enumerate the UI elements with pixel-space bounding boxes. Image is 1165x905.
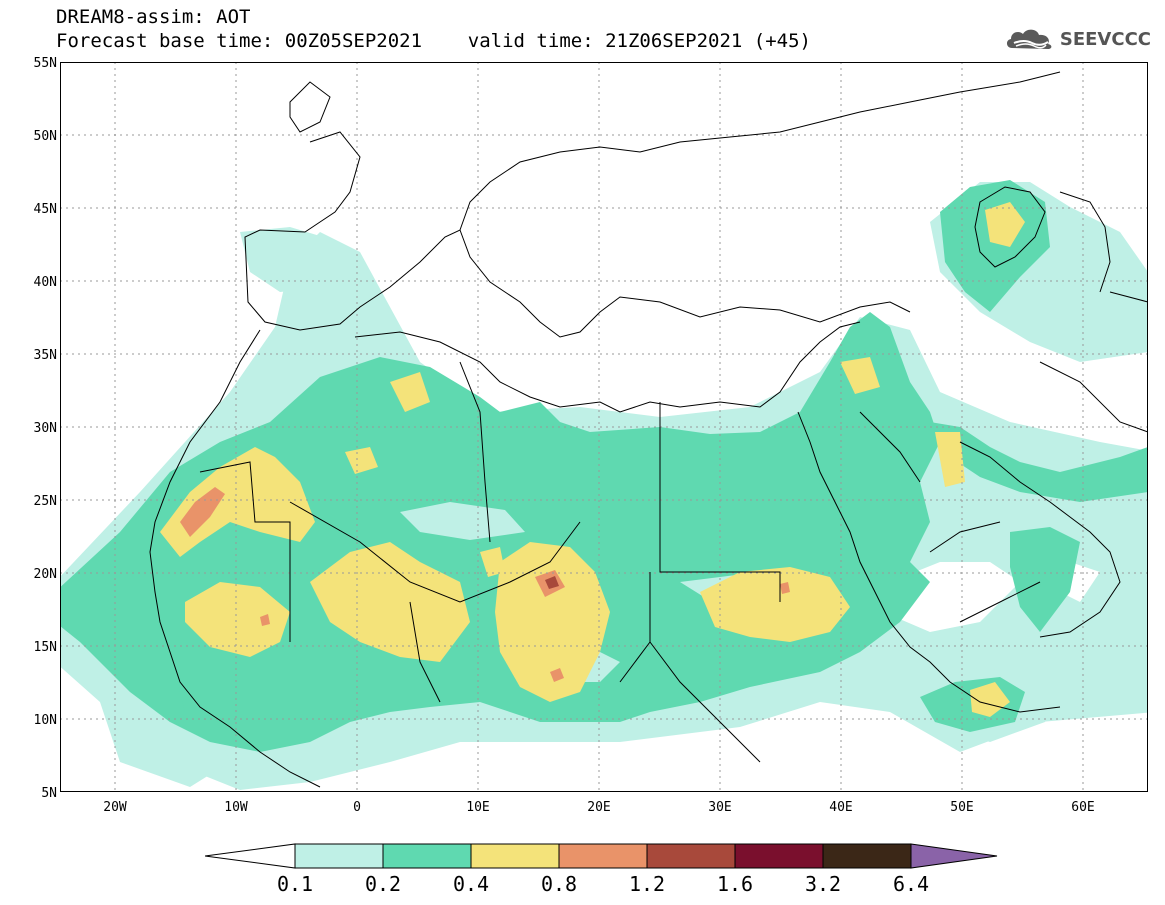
colorbar-label: 0.8 bbox=[540, 872, 578, 896]
lat-label: 30N bbox=[33, 421, 57, 436]
lon-label: 60E bbox=[1071, 800, 1095, 815]
lat-label: 50N bbox=[33, 129, 57, 144]
colorbar-label: 6.4 bbox=[892, 872, 930, 896]
lon-label: 50E bbox=[950, 800, 974, 815]
colorbar-segment bbox=[294, 843, 384, 869]
colorbar-label: 0.2 bbox=[364, 872, 402, 896]
lon-label: 0 bbox=[353, 800, 361, 815]
logo-text: SEEVCCC bbox=[1059, 28, 1151, 50]
colorbar-over-triangle bbox=[910, 843, 998, 869]
lat-label: 5N bbox=[41, 786, 57, 801]
colorbar-segment bbox=[822, 843, 912, 869]
aot-map bbox=[60, 62, 1148, 792]
colorbar-label: 1.2 bbox=[628, 872, 666, 896]
lon-label: 20E bbox=[587, 800, 611, 815]
forecast-time-line: Forecast base time: 00Z05SEP2021 valid t… bbox=[56, 30, 811, 52]
lon-label: 10E bbox=[466, 800, 490, 815]
lat-label: 45N bbox=[33, 202, 57, 217]
colorbar-segment bbox=[470, 843, 560, 869]
aot-level-0.4 bbox=[160, 202, 1025, 717]
cloud-icon bbox=[1006, 29, 1052, 49]
colorbar-under-triangle bbox=[204, 843, 296, 869]
colorbar-segment bbox=[382, 843, 472, 869]
colorbar-segment bbox=[558, 843, 648, 869]
colorbar-label: 0.1 bbox=[276, 872, 314, 896]
colorbar-segment bbox=[734, 843, 824, 869]
lat-label: 15N bbox=[33, 640, 57, 655]
lat-label: 25N bbox=[33, 494, 57, 509]
lat-label: 55N bbox=[33, 56, 57, 71]
lon-label: 10W bbox=[224, 800, 248, 815]
colorbar-segment bbox=[646, 843, 736, 869]
seevccc-logo: SEEVCCC bbox=[1004, 26, 1151, 52]
lat-label: 40N bbox=[33, 275, 57, 290]
graticule bbox=[60, 62, 1148, 792]
lat-label: 10N bbox=[33, 713, 57, 728]
coastlines bbox=[149, 71, 1148, 788]
map-title: DREAM8-assim: AOT bbox=[56, 6, 251, 28]
aot-level-1.2 bbox=[545, 576, 559, 589]
colorbar-label: 3.2 bbox=[804, 872, 842, 896]
lat-label: 35N bbox=[33, 348, 57, 363]
colorbar-label: 0.4 bbox=[452, 872, 490, 896]
lon-label: 20W bbox=[103, 800, 127, 815]
lon-label: 30E bbox=[708, 800, 732, 815]
lat-label: 20N bbox=[33, 567, 57, 582]
colorbar bbox=[204, 842, 1000, 874]
colorbar-label: 1.6 bbox=[716, 872, 754, 896]
lon-label: 40E bbox=[829, 800, 853, 815]
